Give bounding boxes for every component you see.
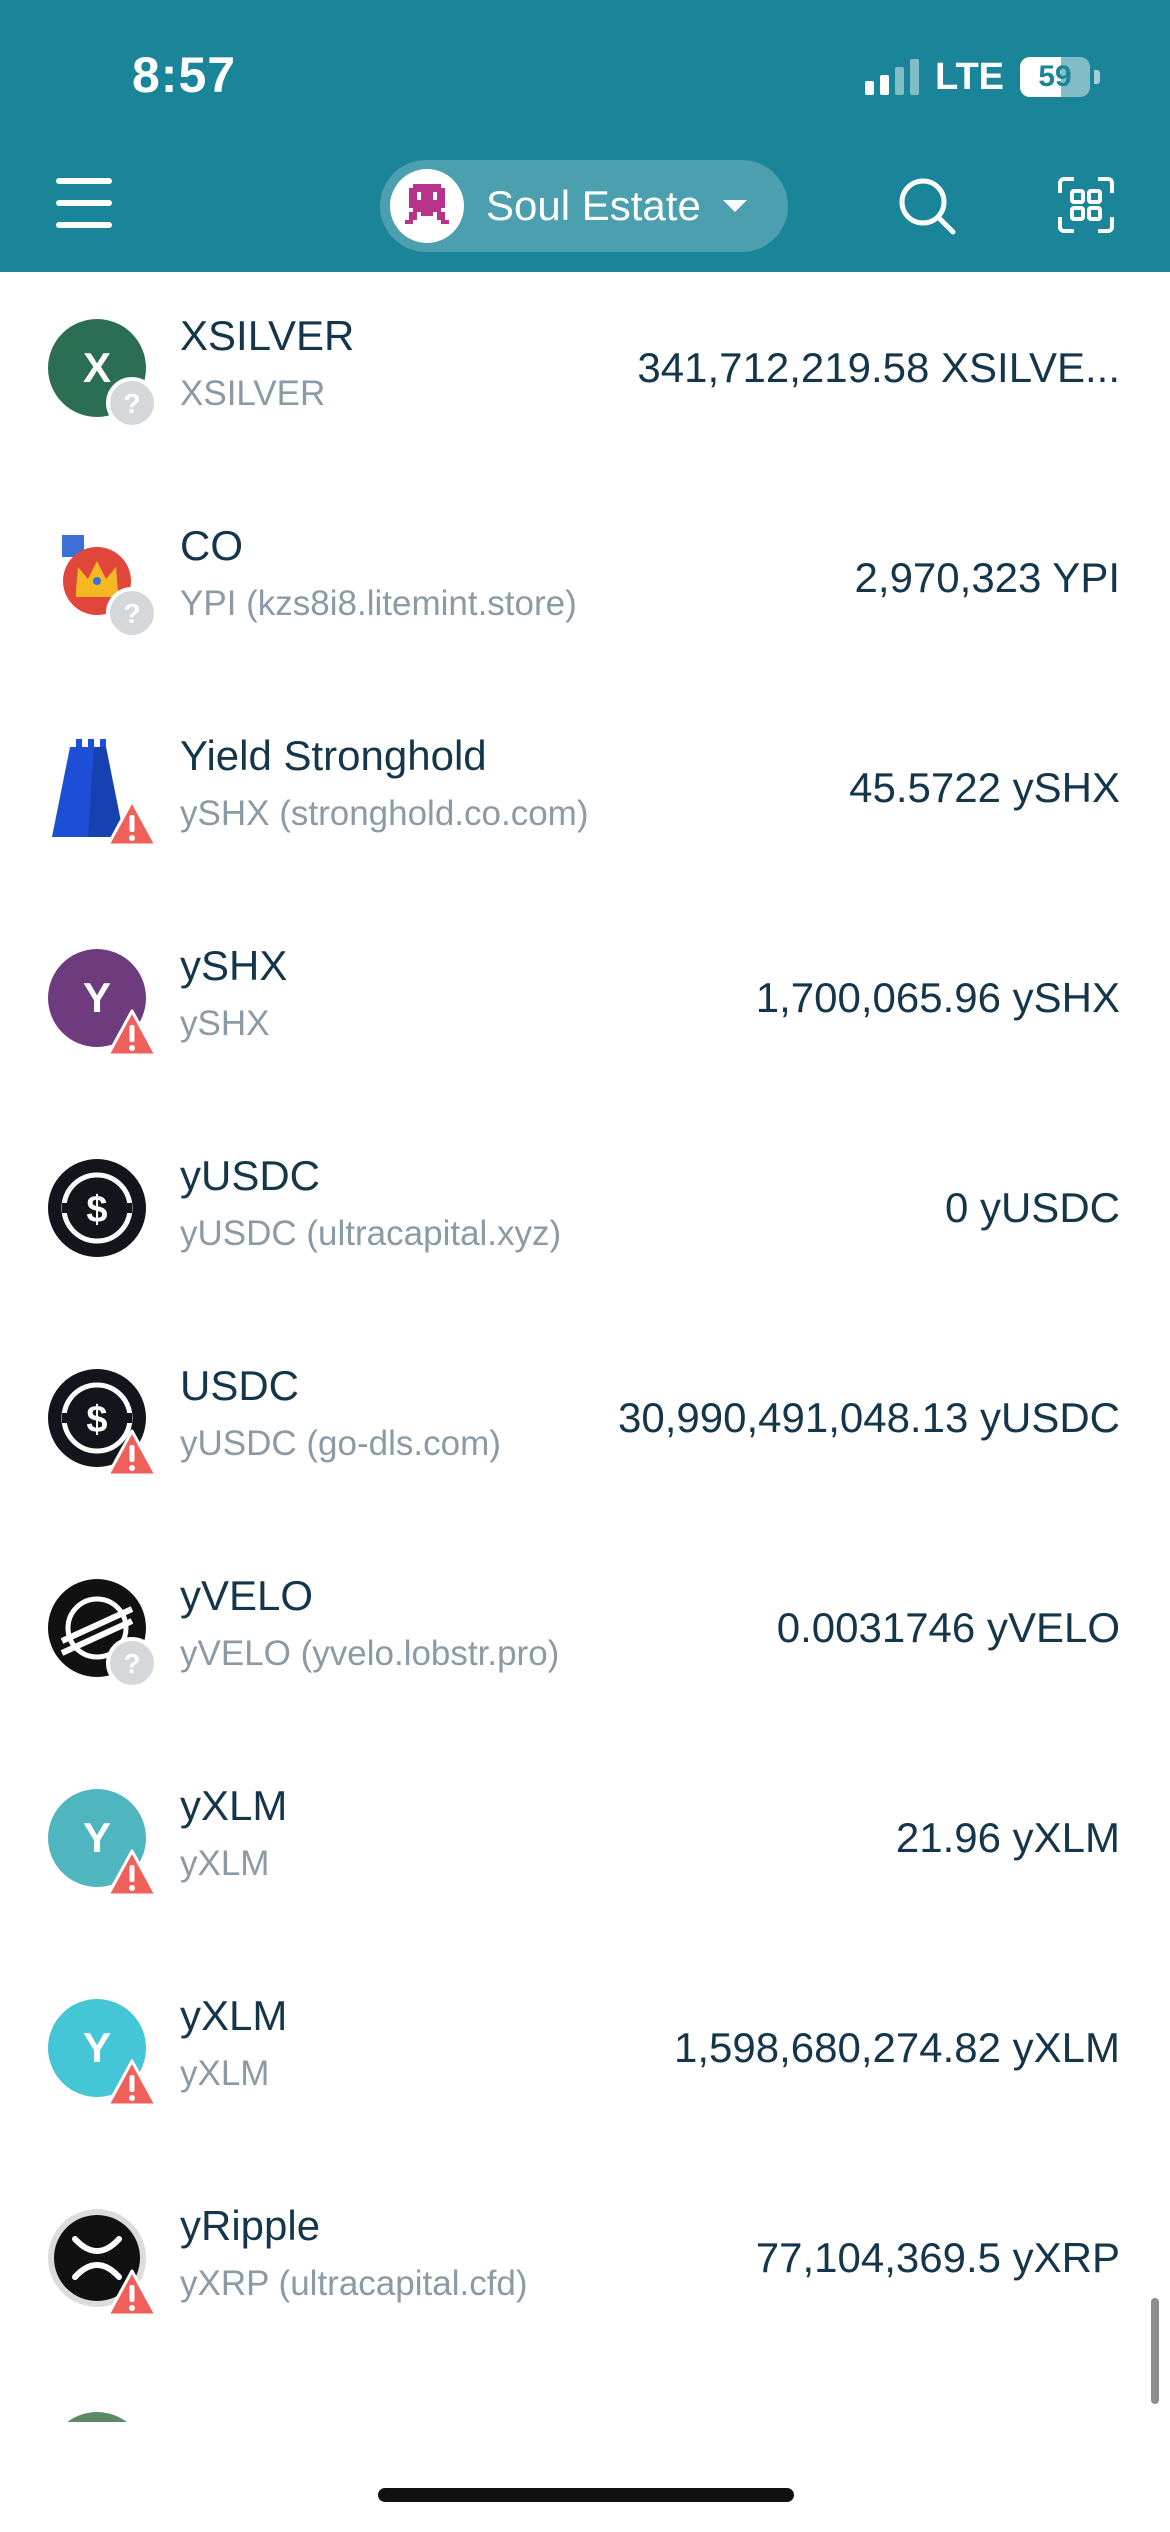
cellular-signal-icon — [865, 59, 920, 95]
scrollbar[interactable] — [1151, 2298, 1159, 2404]
token-balance: 30,990,491,048.13 yUSDC — [617, 1394, 1120, 1441]
token-row-yvelo[interactable]: ? yVELO yVELO (yvelo.lobstr.pro) 0.00317… — [0, 1532, 1170, 1742]
top-bar: 8:57 LTE 59 Soul Estate — [0, 0, 1170, 272]
token-name: Yield Stronghold — [180, 732, 487, 779]
token-balance: 2,970,323 YPI — [854, 554, 1120, 601]
warning-icon — [106, 2059, 158, 2107]
token-issuer: yUSDC (ultracapital.xyz) — [180, 1214, 562, 1253]
token-icon: $ — [48, 1369, 158, 1477]
token-balance: 77,104,369.5 yXRP — [755, 2234, 1120, 2281]
account-name: Soul Estate — [486, 182, 701, 229]
search-icon[interactable] — [896, 175, 958, 237]
token-name: XSILVER — [180, 312, 355, 359]
token-issuer: yVELO (yvelo.lobstr.pro) — [180, 1634, 560, 1673]
token-balance: 21.96 yXLM — [895, 1814, 1120, 1861]
token-name: yXLM — [180, 1782, 288, 1829]
stronghold-tower-icon — [52, 739, 124, 837]
token-icon: Y — [48, 1789, 158, 1897]
token-icon — [48, 2209, 158, 2317]
network-type: LTE — [935, 55, 1004, 98]
token-issuer: yXLM — [180, 2054, 270, 2093]
token-row-yripple[interactable]: yRipple yXRP (ultracapital.cfd) 77,104,3… — [0, 2162, 1170, 2372]
token-balance: 45.5722 ySHX — [849, 764, 1120, 811]
token-issuer: ySHX (stronghold.co.com) — [180, 794, 589, 833]
token-balance: 0.0031746 yVELO — [776, 1604, 1120, 1651]
token-icon: Y — [48, 1999, 158, 2107]
token-row-yusdc[interactable]: $ yUSDC yUSDC (ultracapital.xyz) 0 yUSDC — [0, 1112, 1170, 1322]
unknown-question-icon: ? — [106, 587, 158, 639]
svg-text:$: $ — [86, 1399, 107, 1441]
token-name: ySHX — [180, 942, 288, 989]
token-icon: ? — [48, 1579, 158, 1689]
warning-icon — [106, 2269, 158, 2317]
token-row-yield-stronghold[interactable]: Yield Stronghold ySHX (stronghold.co.com… — [0, 692, 1170, 902]
token-balance: 341,712,219.58 XSILVE... — [637, 344, 1120, 391]
unknown-question-icon: ? — [106, 1637, 158, 1689]
token-icon: ? — [48, 529, 158, 639]
token-icon — [48, 2412, 146, 2422]
warning-icon — [106, 799, 158, 847]
warning-icon — [106, 1429, 158, 1477]
token-name: yUSDC — [180, 1152, 321, 1199]
token-row-co[interactable]: ? CO YPI (kzs8i8.litemint.store) 2,970,3… — [0, 482, 1170, 692]
account-switcher[interactable]: Soul Estate — [380, 160, 788, 252]
token-row-usdc[interactable]: $ USDC yUSDC (go-dls.com) 30,990,491,048… — [0, 1322, 1170, 1532]
svg-text:?: ? — [123, 388, 140, 419]
token-balance: 1,700,065.96 ySHX — [755, 974, 1120, 1021]
token-icon: $ — [48, 1159, 146, 1257]
token-issuer: YPI (kzs8i8.litemint.store) — [180, 584, 577, 623]
token-issuer: ySHX — [180, 1004, 270, 1043]
warning-icon — [106, 1849, 158, 1897]
token-name: USDC — [180, 1362, 300, 1409]
svg-text:?: ? — [123, 598, 140, 629]
usdc-logo-icon: $ — [48, 1369, 146, 1467]
token-balance: 1,598,680,274.82 yXLM — [673, 2024, 1120, 2071]
status-indicators: LTE 59 — [865, 52, 1100, 102]
menu-icon[interactable] — [56, 178, 112, 230]
token-issuer: XSILVER — [180, 374, 326, 413]
svg-text:$: $ — [86, 1189, 107, 1231]
warning-icon — [106, 1009, 158, 1057]
qr-scan-icon[interactable] — [1056, 175, 1116, 235]
ripple-logo-icon — [48, 2209, 146, 2307]
token-row-yxlm[interactable]: Y yXLM yXLM 21.96 yXLM — [0, 1742, 1170, 1952]
home-indicator[interactable] — [378, 2488, 794, 2502]
unknown-question-icon: ? — [106, 377, 158, 429]
token-row-yxlm-2[interactable]: Y yXLM yXLM 1,598,680,274.82 yXLM — [0, 1952, 1170, 2162]
token-name: CO — [180, 522, 243, 569]
token-name: yVELO — [180, 1572, 314, 1619]
token-name: yXLM — [180, 1992, 288, 2039]
token-balance: 0 yUSDC — [944, 1184, 1120, 1231]
token-row-yshx[interactable]: Y ySHX ySHX 1,700,065.96 ySHX — [0, 902, 1170, 1112]
token-list[interactable]: X ? XSILVER XSILVER 341,712,219.58 XSILV… — [0, 272, 1170, 2422]
usdc-logo-icon: $ — [48, 1159, 146, 1257]
battery-icon: 59 — [1020, 57, 1100, 97]
status-time: 8:57 — [132, 47, 237, 103]
token-icon: Y — [48, 949, 158, 1057]
token-issuer: yXLM — [180, 1844, 270, 1883]
battery-level: 59 — [1038, 60, 1072, 93]
pixel-avatar-icon — [405, 184, 449, 224]
svg-text:?: ? — [123, 1648, 140, 1679]
token-row-partial[interactable] — [0, 2412, 1170, 2422]
token-icon: X ? — [48, 319, 158, 429]
account-avatar — [390, 169, 464, 243]
chevron-down-icon — [722, 200, 747, 212]
token-name: yRipple — [180, 2202, 321, 2249]
token-issuer: yUSDC (go-dls.com) — [180, 1424, 501, 1463]
token-icon — [48, 739, 158, 847]
token-row-xsilver[interactable]: X ? XSILVER XSILVER 341,712,219.58 XSILV… — [0, 272, 1170, 482]
token-issuer: yXRP (ultracapital.cfd) — [180, 2264, 528, 2303]
